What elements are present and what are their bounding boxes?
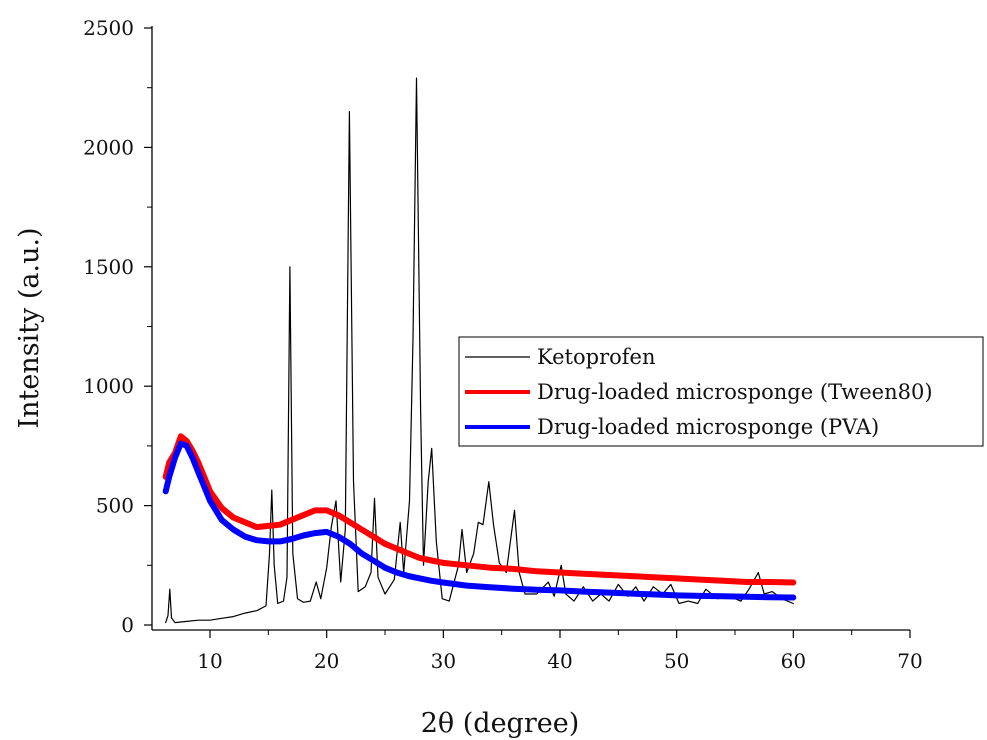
y-tick-label: 1000 — [83, 374, 134, 398]
legend-box — [458, 336, 984, 447]
x-tick-label: 10 — [197, 649, 222, 673]
y-tick-label: 0 — [121, 613, 134, 637]
x-tick-label: 50 — [664, 649, 689, 673]
x-tick-label: 20 — [314, 649, 339, 673]
legend-label-tween80: Drug-loaded microsponge (Tween80) — [537, 380, 933, 404]
y-tick-label: 500 — [96, 494, 134, 518]
x-tick-label: 60 — [781, 649, 806, 673]
series-layer — [162, 77, 797, 624]
legend: Ketoprofen Drug-loaded microsponge (Twee… — [458, 336, 984, 447]
legend-label-pva: Drug-loaded microsponge (PVA) — [537, 415, 879, 439]
x-tick-label: 70 — [897, 649, 922, 673]
y-tick-label: 2000 — [83, 135, 134, 159]
x-axis-ticks: 10 20 30 40 50 60 70 — [197, 630, 923, 673]
legend-label-ketoprofen: Ketoprofen — [537, 345, 655, 369]
x-tick-label: 40 — [547, 649, 572, 673]
y-axis-title: Intensity (a.u.) — [14, 227, 45, 428]
series-pva-line — [162, 440, 797, 601]
y-axis-ticks: 0 500 1000 1500 2000 2500 — [83, 16, 152, 637]
y-tick-label: 1500 — [83, 255, 134, 279]
y-tick-label: 2500 — [83, 16, 134, 40]
x-tick-label: 30 — [431, 649, 456, 673]
x-axis-title: 2θ (degree) — [421, 708, 580, 739]
series-tween80-line — [162, 433, 797, 586]
